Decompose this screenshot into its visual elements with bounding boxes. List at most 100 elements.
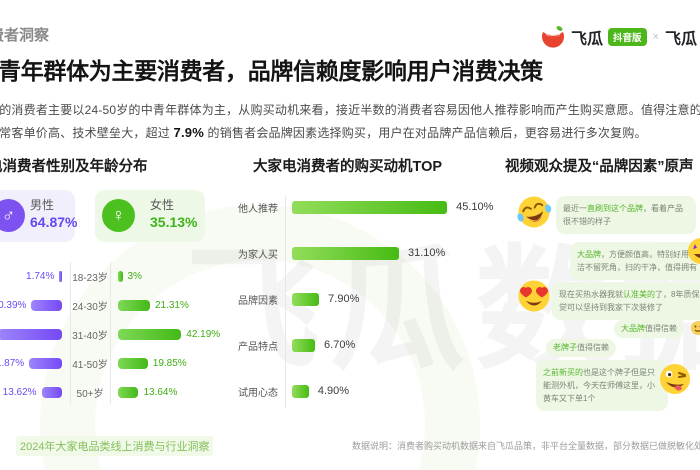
age-group-label: 31-40岁	[72, 330, 108, 342]
female-percent-label: 21.31%	[154, 299, 189, 311]
motivation-label: 品牌因素	[238, 295, 278, 307]
quote-bubble: 大品牌值得信赖	[614, 320, 684, 338]
female-percent-label: 13.64%	[143, 386, 178, 398]
motivation-bar	[292, 338, 316, 352]
female-bar	[118, 357, 148, 369]
age-group-label: 41-50岁	[72, 359, 108, 371]
tiny-smiley-emoji-icon	[691, 321, 700, 335]
motivation-value: 7.90%	[328, 293, 360, 305]
age-row: 31-40岁 42.19%	[0, 328, 235, 342]
age-group-label: 50+岁	[76, 388, 104, 400]
male-bar	[41, 386, 62, 398]
brand-name: 飞瓜	[571, 31, 604, 48]
female-bar	[118, 328, 182, 340]
zany-face-emoji-icon	[660, 364, 690, 394]
heart-eyes-emoji-icon	[518, 280, 550, 312]
feigua-melon-icon	[542, 26, 564, 48]
quote-text: 值得信赖	[577, 343, 609, 352]
age-group-label: 18-23岁	[72, 272, 108, 284]
intro-line-1: 电的消费者主要以24-50岁的中青年群体为主，从购买动机来看，接近半数的消费者容…	[0, 103, 700, 117]
motivation-row: 产品特点 6.70%	[200, 338, 500, 353]
female-percent-label: 42.19%	[186, 328, 221, 340]
male-percent-label: 1.87%	[0, 357, 25, 369]
female-value: 35.13%	[150, 214, 198, 230]
motivation-bar	[292, 246, 399, 260]
intro-line-2: 通常客单价高、技术壁垒大，超过 7.9% 的销售者会品牌因素选择购买，用户在对品…	[0, 124, 647, 141]
male-percent-label: 0.39%	[0, 299, 27, 311]
motivation-value: 31.10%	[407, 247, 446, 259]
motivation-row: 为家人买 31.10%	[200, 246, 500, 261]
quote-highlight: 直刷到这个品牌	[587, 204, 643, 213]
motivation-axis	[285, 196, 286, 408]
multiply-sign: ×	[652, 31, 659, 43]
age-row: 0.39% 24-30岁 21.31%	[0, 299, 235, 313]
quote-highlight: 大品牌	[621, 324, 645, 333]
laughing-tears-emoji-icon	[517, 196, 552, 228]
quote-highlight: 大品牌	[577, 250, 601, 259]
quote-bubble: 大品牌，方便颜值高，特别好用！清洁不留死角，扫的干净，值得拥有	[570, 242, 700, 280]
female-bar	[118, 270, 123, 282]
age-row: 1.74% 18-23岁 3%	[0, 270, 235, 284]
quote-text: ，看着产品很不错的样子	[563, 204, 683, 226]
douyin-edition-badge: 抖音版	[608, 28, 647, 46]
motivation-chart: 他人推荐 45.10% 为家人买 31.10% 品牌因素 7.90% 产品特点 …	[200, 200, 500, 430]
quote-highlight: 之前新买的	[543, 368, 583, 377]
quote-highlight: 认准美的	[623, 290, 655, 299]
brand-logo: 飞瓜 抖音版 × 飞瓜	[540, 24, 697, 50]
age-axis-left	[70, 262, 71, 404]
motivation-bar	[292, 292, 320, 306]
section-title-gender-age: 电消费者性别及年龄分布	[0, 159, 148, 175]
quote-text: 最近一	[563, 204, 587, 213]
male-bar	[29, 357, 62, 369]
age-axis-right	[110, 262, 111, 404]
motivation-label: 产品特点	[238, 341, 278, 353]
age-group-label: 24-30岁	[72, 301, 108, 313]
female-percent-label: 19.85%	[152, 357, 187, 369]
quote-bubble: 之前新买的也是这个牌子但是只能测外机，今天在师傅这里，小黄车又下单1个	[536, 360, 668, 411]
male-percent-label: 1.74%	[26, 270, 55, 282]
motivation-bar	[292, 384, 309, 398]
female-label: 女性	[150, 198, 175, 212]
quote-bubble: 最近一直刷到这个品牌，看着产品很不错的样子	[556, 196, 696, 234]
footer-data-note: 数据说明：消费者购买动机数据来自飞瓜品策，非平台全量数据，部分数据已做脱敏化处理…	[352, 441, 700, 451]
male-bar	[0, 328, 62, 340]
female-bar	[118, 386, 139, 398]
quote-text: 现在买热水器我就	[559, 290, 623, 299]
motivation-value: 6.70%	[324, 339, 356, 351]
age-row: 1.87% 41-50岁 19.85%	[0, 357, 235, 371]
section-title-quotes: 视频观众提及“品牌因素”原声	[505, 159, 694, 175]
quote-bubble: 老牌子值得信赖	[546, 339, 616, 357]
female-bar	[118, 299, 150, 311]
brand-name-2: 飞瓜	[664, 31, 697, 48]
motivation-label: 他人推荐	[238, 203, 278, 215]
motivation-row: 他人推荐 45.10%	[200, 200, 500, 215]
section-title-motivation: 大家电消费者的购买动机TOP	[253, 159, 443, 175]
female-gender-icon: ♀	[102, 199, 135, 232]
footer-report-title: 2024年大家电品类线上消费与行业洞察	[16, 436, 214, 456]
gender-age-chart: 1.74% 18-23岁 3% 0.39% 24-30岁 21.31% 31-4…	[0, 270, 235, 415]
intro-highlight-number: 7.9%	[173, 125, 204, 140]
male-percent-label: 13.62%	[2, 386, 37, 398]
quote-text: 也是这个牌子但是只能测外机，今天在师傅这里，小黄车又下单1个	[543, 368, 655, 403]
male-label: 男性	[30, 198, 55, 212]
motivation-value: 45.10%	[456, 201, 494, 213]
motivation-value: 4.90%	[317, 385, 350, 397]
motivation-label: 为家人买	[238, 249, 278, 261]
quote-text: ，方便颜值高，特别好用！清洁不留死角，扫的干净，值得拥有	[577, 250, 700, 272]
age-row: 13.62% 50+岁 13.64%	[0, 386, 235, 400]
motivation-row: 试用心态 4.90%	[200, 384, 500, 399]
intro-line-2-post: 的销售者会品牌因素选择购买，用户在对品牌产品信赖后，更容易进行多次复购。	[203, 126, 647, 140]
motivation-label: 试用心态	[238, 387, 278, 399]
quote-text: 了，8年质保感觉可以坚持到我家下次装修了	[559, 290, 700, 312]
male-bar	[31, 299, 62, 311]
star-struck-emoji-icon	[688, 238, 700, 264]
male-bar	[59, 270, 62, 282]
quote-bubble: 现在买热水器我就认准美的了，8年质保感觉可以坚持到我家下次装修了	[552, 282, 700, 320]
page-title: 青年群体为主要消费者，品牌信赖度影响用户消费决策	[0, 58, 543, 84]
page-eyebrow: 费者洞察	[0, 27, 50, 44]
motivation-bar	[292, 200, 448, 214]
quote-highlight: 老牌子	[553, 343, 577, 352]
intro-line-2-pre: 通常客单价高、技术壁垒大，超过	[0, 126, 174, 140]
motivation-row: 品牌因素 7.90%	[200, 292, 500, 307]
